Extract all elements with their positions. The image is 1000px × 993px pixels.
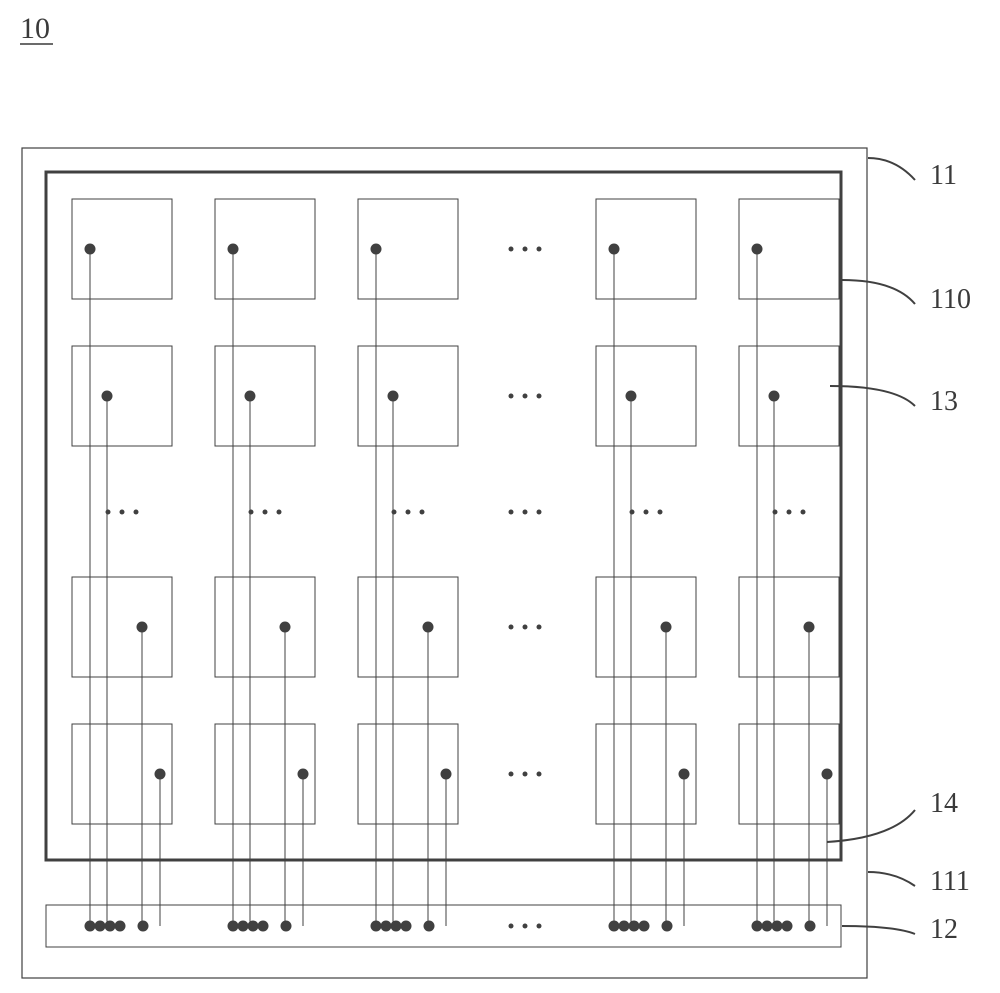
chip-terminal	[619, 921, 630, 932]
sensor-cell	[358, 346, 458, 446]
sensor-cell	[596, 577, 696, 677]
label-11-lead	[868, 158, 915, 180]
sensor-cell	[72, 346, 172, 446]
sensor-cell	[596, 346, 696, 446]
chip-terminal	[424, 921, 435, 932]
sensor-cell	[358, 577, 458, 677]
chip-terminal	[138, 921, 149, 932]
inner-panel	[46, 172, 841, 860]
outer-panel	[22, 148, 867, 978]
chip-terminal	[391, 921, 402, 932]
label-110-lead	[842, 280, 915, 304]
chip-terminal	[639, 921, 650, 932]
chip-terminal	[115, 921, 126, 932]
chip-terminal	[401, 921, 412, 932]
chip-terminal	[762, 921, 773, 932]
label-110: 110	[930, 284, 971, 315]
chip-terminal	[95, 921, 106, 932]
label-12-lead	[842, 926, 915, 934]
label-12: 12	[930, 914, 958, 945]
label-111: 111	[930, 866, 970, 897]
driver-chip	[46, 905, 841, 947]
chip-terminal	[805, 921, 816, 932]
ref-label-10: 10	[20, 12, 50, 45]
sensor-cell	[215, 577, 315, 677]
chip-terminal	[105, 921, 116, 932]
chip-terminal	[238, 921, 249, 932]
chip-terminal	[371, 921, 382, 932]
sensor-cell	[215, 346, 315, 446]
chip-terminal	[782, 921, 793, 932]
sensor-cell	[72, 577, 172, 677]
sensor-cell	[739, 577, 839, 677]
label-11: 11	[930, 160, 957, 191]
chip-terminal	[752, 921, 763, 932]
chip-terminal	[248, 921, 259, 932]
chip-terminal	[662, 921, 673, 932]
chip-terminal	[228, 921, 239, 932]
sensor-cell	[739, 346, 839, 446]
label-13: 13	[930, 386, 958, 417]
label-111-lead	[868, 872, 915, 886]
chip-terminal	[381, 921, 392, 932]
chip-terminal	[258, 921, 269, 932]
label-14: 14	[930, 788, 958, 819]
chip-terminal	[281, 921, 292, 932]
chip-terminal	[85, 921, 96, 932]
label-13-lead	[830, 386, 915, 406]
chip-terminal	[772, 921, 783, 932]
chip-terminal	[629, 921, 640, 932]
chip-terminal	[609, 921, 620, 932]
